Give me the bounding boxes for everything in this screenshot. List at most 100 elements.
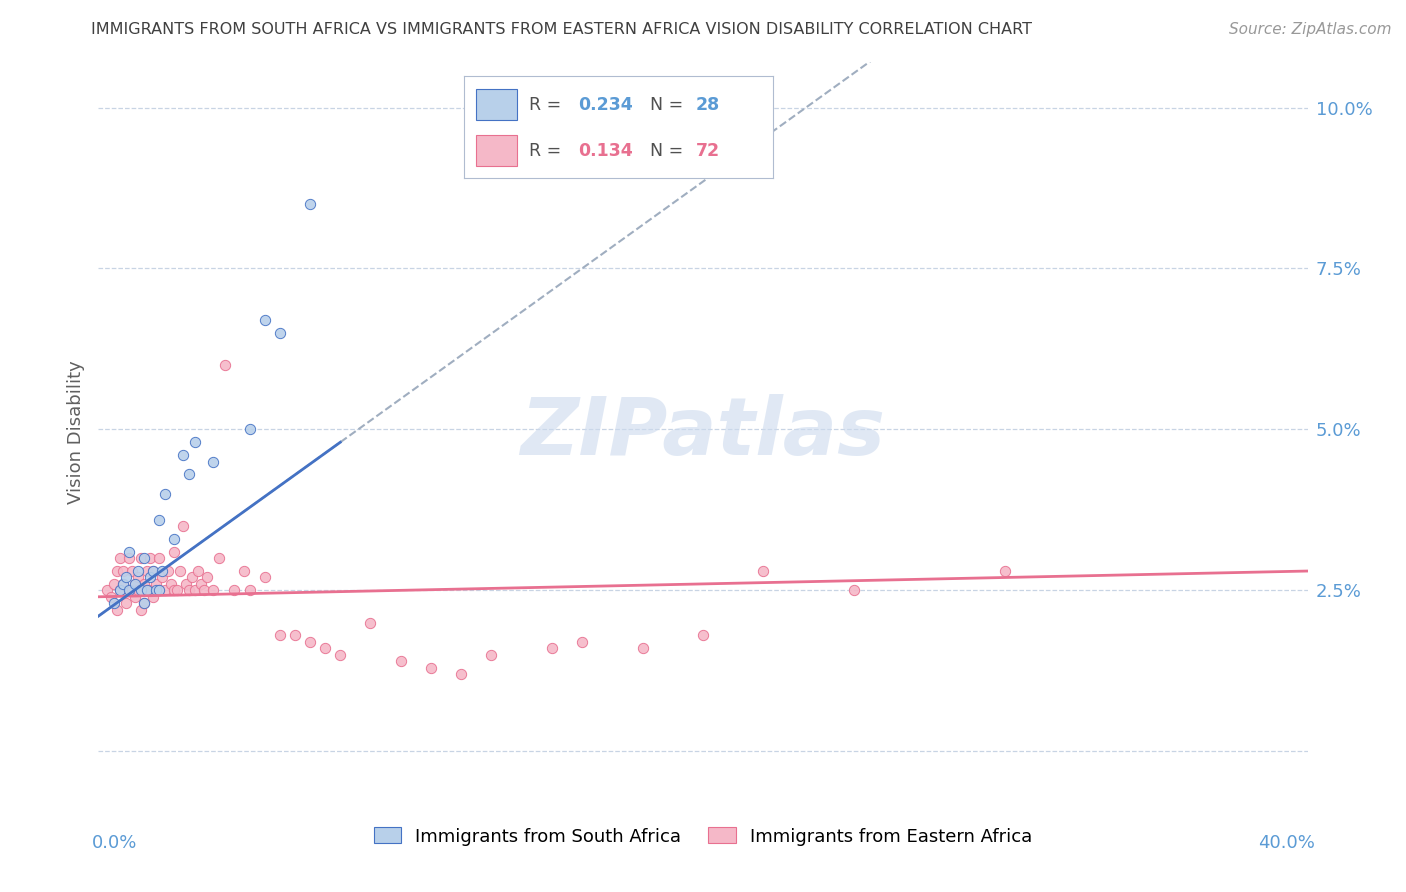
Point bbox=[142, 590, 165, 604]
Point bbox=[127, 564, 149, 578]
Point bbox=[129, 551, 152, 566]
Point bbox=[284, 628, 307, 642]
Point bbox=[108, 583, 131, 598]
Point bbox=[163, 532, 186, 546]
Text: 0.0%: 0.0% bbox=[91, 834, 136, 852]
Text: 72: 72 bbox=[696, 142, 720, 160]
Point bbox=[129, 583, 152, 598]
Point bbox=[195, 570, 218, 584]
Point bbox=[139, 551, 162, 566]
Point bbox=[181, 570, 204, 584]
Point bbox=[202, 583, 225, 598]
Text: 28: 28 bbox=[696, 95, 720, 113]
Point bbox=[148, 551, 170, 566]
Point bbox=[132, 551, 155, 566]
Point bbox=[124, 590, 146, 604]
Point bbox=[139, 570, 162, 584]
Point bbox=[169, 564, 191, 578]
Point bbox=[156, 564, 179, 578]
Point bbox=[145, 583, 167, 598]
Point bbox=[844, 583, 866, 598]
Point bbox=[172, 519, 194, 533]
Bar bbox=[477, 89, 516, 120]
Point bbox=[360, 615, 382, 630]
Point bbox=[202, 454, 225, 468]
Point bbox=[299, 635, 322, 649]
Point bbox=[450, 667, 472, 681]
Point bbox=[239, 422, 262, 436]
Point bbox=[239, 583, 262, 598]
Text: ZIPatlas: ZIPatlas bbox=[520, 393, 886, 472]
Point bbox=[96, 583, 118, 598]
Text: 0.134: 0.134 bbox=[578, 142, 633, 160]
Legend: Immigrants from South Africa, Immigrants from Eastern Africa: Immigrants from South Africa, Immigrants… bbox=[374, 828, 1032, 846]
Point bbox=[132, 577, 155, 591]
Point bbox=[142, 564, 165, 578]
Text: IMMIGRANTS FROM SOUTH AFRICA VS IMMIGRANTS FROM EASTERN AFRICA VISION DISABILITY: IMMIGRANTS FROM SOUTH AFRICA VS IMMIGRAN… bbox=[91, 22, 1032, 37]
Point bbox=[389, 654, 412, 668]
Point bbox=[145, 577, 167, 591]
Point bbox=[269, 326, 291, 340]
Y-axis label: Vision Disability: Vision Disability bbox=[66, 360, 84, 505]
Text: N =: N = bbox=[650, 142, 683, 160]
Point bbox=[193, 583, 215, 598]
Point bbox=[129, 602, 152, 616]
Point bbox=[214, 358, 236, 372]
Point bbox=[103, 596, 125, 610]
Bar bbox=[477, 136, 516, 166]
Point bbox=[135, 583, 157, 598]
Point bbox=[108, 583, 131, 598]
Point bbox=[127, 570, 149, 584]
Text: Source: ZipAtlas.com: Source: ZipAtlas.com bbox=[1229, 22, 1392, 37]
Point bbox=[150, 564, 173, 578]
Point bbox=[994, 564, 1017, 578]
Text: 40.0%: 40.0% bbox=[1258, 834, 1315, 852]
Point bbox=[160, 577, 183, 591]
Point bbox=[179, 583, 201, 598]
Point bbox=[540, 641, 562, 656]
Point bbox=[153, 583, 176, 598]
Point bbox=[148, 583, 170, 598]
Point bbox=[100, 590, 122, 604]
Point bbox=[571, 635, 593, 649]
Point bbox=[103, 577, 125, 591]
Point bbox=[631, 641, 654, 656]
Point bbox=[179, 467, 201, 482]
Point bbox=[124, 577, 146, 591]
Point bbox=[187, 564, 209, 578]
Point bbox=[111, 577, 134, 591]
Point bbox=[232, 564, 254, 578]
Point bbox=[224, 583, 246, 598]
Point bbox=[692, 628, 714, 642]
Point bbox=[132, 596, 155, 610]
Point bbox=[420, 660, 443, 674]
Point bbox=[114, 596, 136, 610]
Text: R =: R = bbox=[529, 95, 561, 113]
Point bbox=[118, 583, 141, 598]
Point bbox=[105, 602, 128, 616]
Point bbox=[121, 583, 143, 598]
Point bbox=[105, 564, 128, 578]
Point bbox=[148, 512, 170, 526]
Point bbox=[163, 583, 186, 598]
Point bbox=[121, 564, 143, 578]
Point bbox=[174, 577, 197, 591]
Point bbox=[118, 551, 141, 566]
Point bbox=[299, 197, 322, 211]
Point bbox=[127, 583, 149, 598]
Point bbox=[314, 641, 336, 656]
Point bbox=[166, 583, 188, 598]
Point bbox=[184, 435, 207, 450]
Point bbox=[148, 583, 170, 598]
Point bbox=[118, 583, 141, 598]
Text: N =: N = bbox=[650, 95, 683, 113]
Point bbox=[124, 577, 146, 591]
Point bbox=[111, 564, 134, 578]
Text: 0.234: 0.234 bbox=[578, 95, 633, 113]
Point bbox=[184, 583, 207, 598]
Point bbox=[163, 545, 186, 559]
Point bbox=[190, 577, 212, 591]
Point bbox=[132, 596, 155, 610]
Point bbox=[135, 583, 157, 598]
Point bbox=[111, 577, 134, 591]
